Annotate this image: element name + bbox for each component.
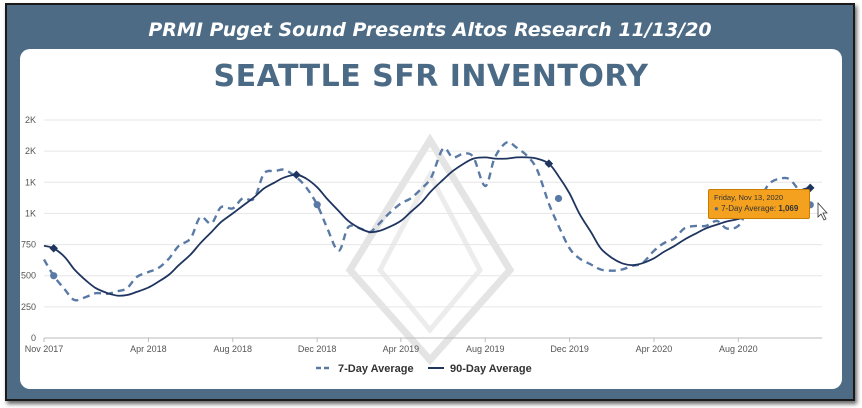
tooltip-value: 1,069	[778, 204, 799, 213]
mouse-pointer	[817, 201, 828, 221]
y-axis: 0 250 500 750 1K 1K 2K 2K	[21, 115, 36, 343]
x-tick-label: Apr 2018	[130, 344, 167, 354]
y-tick-label: 1K	[25, 177, 36, 187]
banner-title: PRMI Puget Sound Presents Altos Research…	[148, 19, 712, 41]
x-tick-label: Nov 2017	[25, 344, 64, 354]
legend-label: 7-Day Average	[338, 363, 414, 375]
tooltip-bullet: ●	[714, 204, 719, 213]
x-tick-label: Aug 2019	[466, 344, 505, 354]
point-7-day-average	[554, 194, 563, 203]
cursor-icon	[817, 201, 828, 221]
y-tick-label: 0	[31, 333, 36, 343]
point-7-day-average	[50, 272, 58, 280]
y-tick-label: 2K	[25, 146, 36, 156]
watermark-diamond	[345, 133, 515, 366]
x-axis: Nov 2017 Apr 2018 Aug 2018 Dec 2018 Apr 2019…	[25, 338, 758, 354]
x-tick-label: Apr 2019	[383, 344, 420, 354]
watermark-logo	[345, 133, 515, 366]
tooltip-series-label: 7-Day Average:	[721, 204, 777, 213]
series-lines	[42, 140, 815, 302]
series-line-90-day-average	[43, 156, 811, 297]
y-tick-label: 250	[21, 302, 36, 312]
tooltip-row: ● 7-Day Average: 1,069	[714, 204, 804, 213]
chart-title: SEATTLE SFR INVENTORY	[213, 59, 649, 94]
x-tick-label: Dec 2018	[298, 344, 337, 354]
y-tick-label: 2K	[25, 115, 36, 125]
x-tick-label: Apr 2020	[636, 344, 673, 354]
chart-tooltip: Friday, Nov 13, 2020 ● 7-Day Average: 1,…	[708, 189, 810, 219]
y-tick-label: 1K	[25, 208, 36, 218]
x-tick-label: Aug 2020	[719, 344, 758, 354]
tooltip-date: Friday, Nov 13, 2020	[714, 193, 784, 202]
y-tick-label: 500	[21, 271, 36, 281]
x-tick-label: Dec 2019	[550, 344, 589, 354]
legend-label: 90-Day Average	[450, 363, 532, 375]
chart-legend: 7-Day Average 90-Day Average	[316, 363, 532, 375]
chart-grid	[44, 119, 822, 339]
x-tick-label: Aug 2018	[214, 344, 253, 354]
y-tick-label: 750	[21, 240, 36, 250]
point-7-day-average	[313, 201, 321, 209]
series-line-7-day-average	[42, 140, 812, 302]
point-90-day-average	[49, 244, 58, 253]
point-90-day-average	[292, 170, 301, 180]
watermark-diamond-inner	[377, 169, 483, 334]
